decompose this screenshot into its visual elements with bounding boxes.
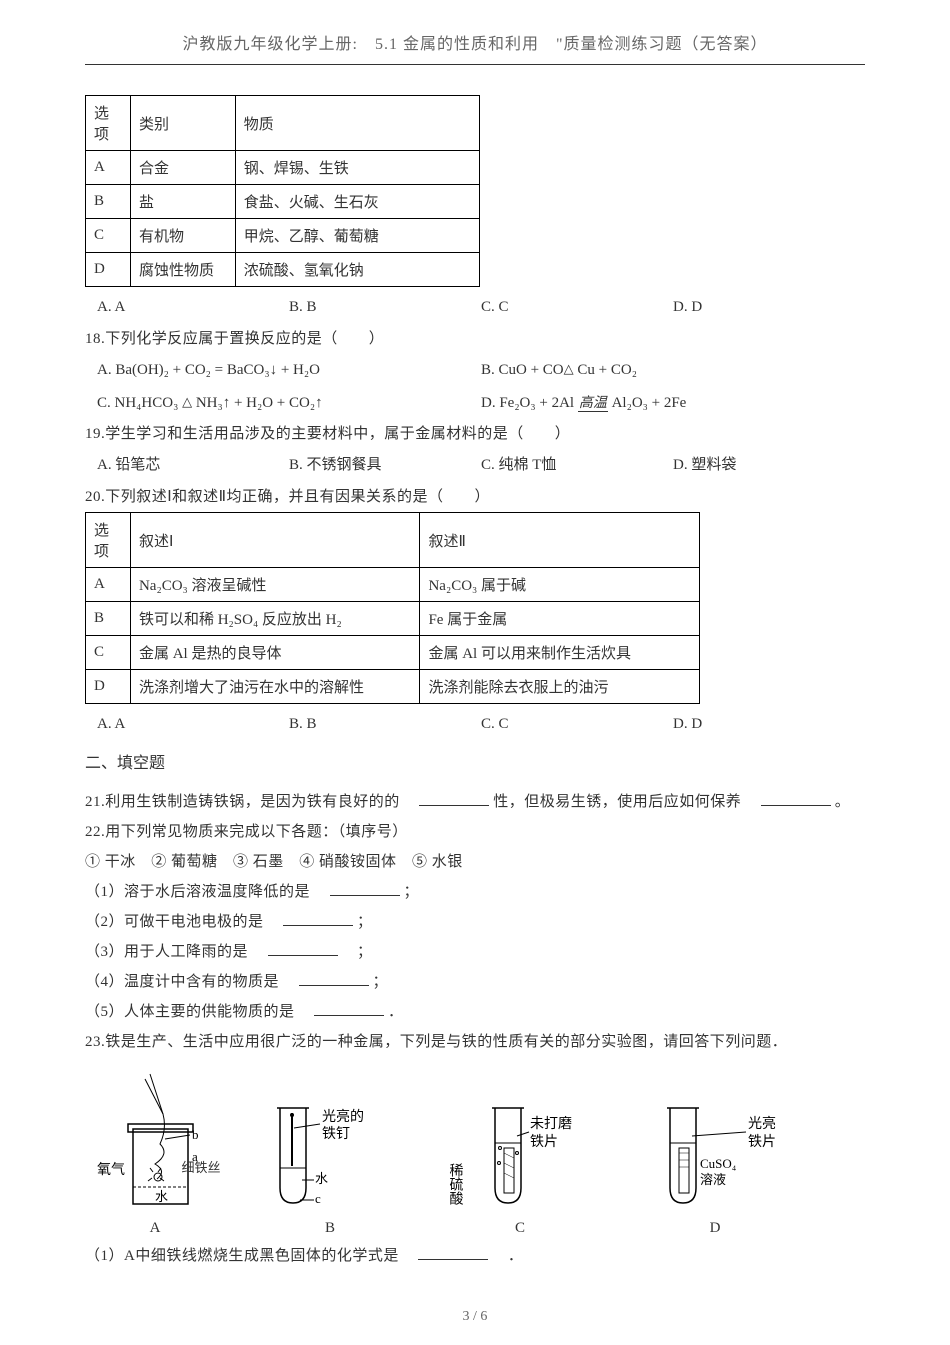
tube-icon: 光亮 铁片 CuSO₄ 溶液 xyxy=(640,1088,790,1218)
th-desc2: 叙述Ⅱ xyxy=(420,513,700,568)
page-header: 沪教版九年级化学上册: 5.1 金属的性质和利用 "质量检测练习题（无答案） xyxy=(85,30,865,64)
exp-label-a: A xyxy=(150,1220,161,1237)
blank-input[interactable] xyxy=(761,792,831,806)
triangle-icon: △ xyxy=(564,357,574,382)
q18-opt-b: B. CuO + CO△ Cu + CO₂ xyxy=(481,356,865,385)
flask-icon: 氧气 水 b a xyxy=(95,1069,215,1219)
exp-label-d: D xyxy=(710,1220,721,1237)
blank-input[interactable] xyxy=(268,942,338,956)
experiment-b: 光亮的 铁钉 水 c B xyxy=(260,1088,400,1237)
option-a: A. A xyxy=(97,716,289,733)
experiment-a: 氧气 水 b a 细铁丝 A xyxy=(95,1069,215,1237)
q18-opt-c: C. NH₄HCO₃ △ NH₃↑ + H₂O + CO₂↑ xyxy=(97,389,481,418)
q22-5: （5）人体主要的供能物质的是 ． xyxy=(85,997,865,1027)
option-b: B. 不锈钢餐具 xyxy=(289,453,481,474)
svg-text:稀硫酸: 稀硫酸 xyxy=(448,1163,464,1205)
th-option: 选项 xyxy=(86,96,131,151)
page-number: 3 / 6 xyxy=(0,1309,950,1325)
table-row: D腐蚀性物质浓硫酸、氢氧化钠 xyxy=(86,253,480,287)
header-divider xyxy=(85,64,865,65)
blank-input[interactable] xyxy=(419,792,489,806)
tube-icon: 光亮的 铁钉 水 c xyxy=(260,1088,400,1218)
blank-input[interactable] xyxy=(330,882,400,896)
table-row: B铁可以和稀 H₂SO₄ 反应放出 H₂Fe 属于金属 xyxy=(86,602,700,636)
svg-text:光亮的: 光亮的 xyxy=(322,1108,364,1125)
q18-text: 18.下列化学反应属于置换反应的是（ ） xyxy=(85,324,865,354)
svg-text:b: b xyxy=(192,1127,199,1142)
option-b: B. B xyxy=(289,299,481,316)
th-desc1: 叙述Ⅰ xyxy=(130,513,420,568)
option-b: B. B xyxy=(289,716,481,733)
section-fill-blank: 二、填空题 xyxy=(85,749,865,773)
svg-text:未打磨: 未打磨 xyxy=(530,1115,572,1132)
option-d: D. 塑料袋 xyxy=(673,453,865,474)
experiment-c: 稀硫酸 未打磨 铁片 C xyxy=(445,1088,595,1237)
option-c: C. 纯棉 T恤 xyxy=(481,453,673,474)
svg-text:铁钉: 铁钉 xyxy=(322,1126,350,1142)
table-q20: 选项 叙述Ⅰ 叙述Ⅱ ANa₂CO₃ 溶液呈碱性Na₂CO₃ 属于碱 B铁可以和… xyxy=(85,512,700,704)
table-row: C有机物甲烷、乙醇、葡萄糖 xyxy=(86,219,480,253)
q19-text: 19.学生学习和生活用品涉及的主要材料中，属于金属材料的是（ ） xyxy=(85,419,865,449)
q18-row1: A. Ba(OH)₂ + CO₂ = BaCO₃↓ + H₂O B. CuO +… xyxy=(85,354,865,387)
q21: 21.利用生铁制造铸铁锅，是因为铁有良好的的 性，但极易生锈，使用后应如何保养 … xyxy=(85,787,865,817)
svg-text:铁片: 铁片 xyxy=(748,1134,776,1150)
option-a: A. 铅笔芯 xyxy=(97,453,289,474)
q19-options: A. 铅笔芯 B. 不锈钢餐具 C. 纯棉 T恤 D. 塑料袋 xyxy=(85,449,865,482)
th-substance: 物质 xyxy=(235,96,479,151)
table-row: A合金钢、焊锡、生铁 xyxy=(86,151,480,185)
blank-input[interactable] xyxy=(418,1246,488,1260)
experiment-diagrams: 氧气 水 b a 细铁丝 A xyxy=(85,1069,865,1237)
svg-text:水: 水 xyxy=(315,1171,328,1186)
q22-1: （1）溶于水后溶液温度降低的是 ； xyxy=(85,877,865,907)
q23-1: （1）A中细铁线燃烧生成黑色固体的化学式是 ． xyxy=(85,1241,865,1271)
q18-opt-a: A. Ba(OH)₂ + CO₂ = BaCO₃↓ + H₂O xyxy=(97,356,481,385)
triangle-icon: △ xyxy=(182,390,192,415)
q22-3: （3）用于人工降雨的是 ； xyxy=(85,937,865,967)
option-d: D. D xyxy=(673,716,865,733)
q22-options: ① 干冰 ② 葡萄糖 ③ 石墨 ④ 硝酸铵固体 ⑤ 水银 xyxy=(85,847,865,877)
option-a: A. A xyxy=(97,299,289,316)
svg-text:水: 水 xyxy=(155,1189,168,1204)
label-wire: 细铁丝 xyxy=(181,1157,220,1176)
option-d: D. D xyxy=(673,299,865,316)
table-row: B盐食盐、火碱、生石灰 xyxy=(86,185,480,219)
q20-options: A. A B. B C. C D. D xyxy=(85,712,865,741)
option-c: C. C xyxy=(481,299,673,316)
exp-label-c: C xyxy=(515,1220,525,1237)
tube-icon: 稀硫酸 未打磨 铁片 xyxy=(445,1088,595,1218)
q17-options: A. A B. B C. C D. D xyxy=(85,295,865,324)
q22-2: （2）可做干电池电极的是 ； xyxy=(85,907,865,937)
q18-row2: C. NH₄HCO₃ △ NH₃↑ + H₂O + CO₂↑ D. Fe₂O₃ … xyxy=(85,387,865,420)
svg-text:溶液: 溶液 xyxy=(700,1172,726,1187)
q23: 23.铁是生产、生活中应用很广泛的一种金属，下列是与铁的性质有关的部分实验图，请… xyxy=(85,1027,865,1057)
q22: 22.用下列常见物质来完成以下各题：（填序号） xyxy=(85,817,865,847)
table-row: 选项 叙述Ⅰ 叙述Ⅱ xyxy=(86,513,700,568)
svg-text:氧气: 氧气 xyxy=(97,1162,125,1178)
table-row: 选项 类别 物质 xyxy=(86,96,480,151)
q22-4: （4）温度计中含有的物质是 ； xyxy=(85,967,865,997)
svg-text:CuSO₄: CuSO₄ xyxy=(700,1156,737,1171)
q20-text: 20.下列叙述Ⅰ和叙述Ⅱ均正确，并且有因果关系的是（ ） xyxy=(85,482,865,512)
q18-opt-d: D. Fe₂O₃ + 2Al 高温 Al₂O₃ + 2Fe xyxy=(481,389,865,418)
exp-label-b: B xyxy=(325,1220,335,1237)
table-row: ANa₂CO₃ 溶液呈碱性Na₂CO₃ 属于碱 xyxy=(86,568,700,602)
svg-text:c: c xyxy=(315,1191,321,1206)
blank-input[interactable] xyxy=(314,1002,384,1016)
table-q17: 选项 类别 物质 A合金钢、焊锡、生铁 B盐食盐、火碱、生石灰 C有机物甲烷、乙… xyxy=(85,95,480,287)
experiment-d: 光亮 铁片 CuSO₄ 溶液 D xyxy=(640,1088,790,1237)
svg-text:光亮: 光亮 xyxy=(748,1115,776,1132)
blank-input[interactable] xyxy=(299,972,369,986)
table-row: C金属 Al 是热的良导体金属 Al 可以用来制作生活炊具 xyxy=(86,636,700,670)
option-c: C. C xyxy=(481,716,673,733)
th-category: 类别 xyxy=(130,96,235,151)
th-option: 选项 xyxy=(86,513,131,568)
svg-text:铁片: 铁片 xyxy=(530,1134,558,1150)
table-row: D洗涤剂增大了油污在水中的溶解性洗涤剂能除去衣服上的油污 xyxy=(86,670,700,704)
blank-input[interactable] xyxy=(283,912,353,926)
